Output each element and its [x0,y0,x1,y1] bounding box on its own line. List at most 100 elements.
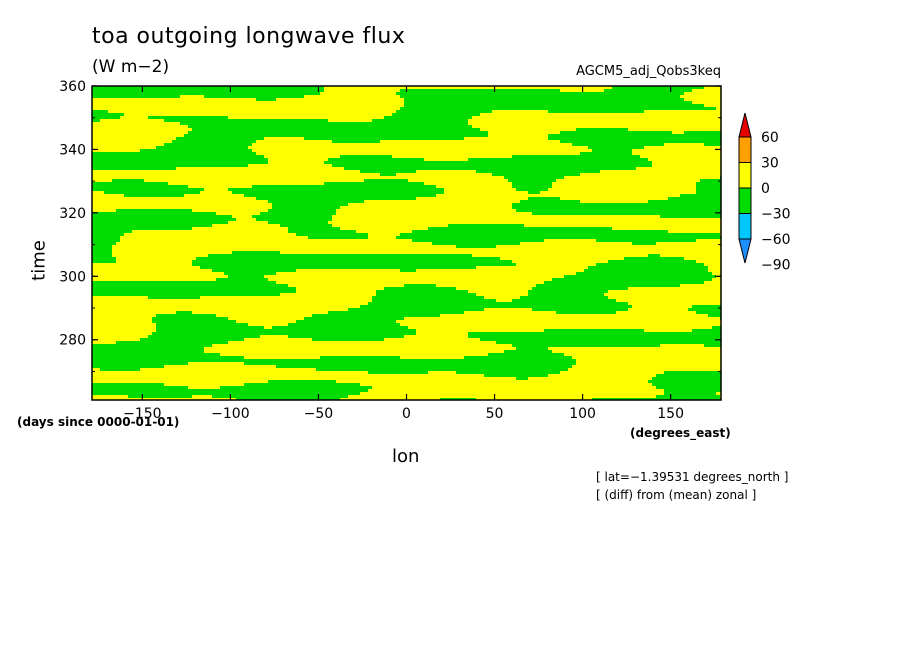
field-cell [236,398,340,400]
field-cell [92,218,236,221]
field-cell [528,293,604,296]
field-cell [520,200,580,203]
field-cell [404,101,692,104]
field-cell [92,119,100,122]
field-cell [272,203,348,206]
field-cell [156,146,248,149]
field-cell [372,299,496,302]
field-cell [304,317,404,320]
field-cell [588,146,644,149]
field-cell [156,314,216,317]
field-cell [188,131,488,134]
field-cell [140,149,252,152]
field-cell [576,272,712,275]
x-axis-label: lon [392,446,420,467]
field-cell [400,89,560,92]
field-cell [368,371,428,374]
x-tick-label: −50 [304,406,334,422]
field-cell [532,212,721,215]
field-cell [184,134,488,137]
chart-title: toa outgoing longwave flux [92,24,406,49]
field-cell [656,395,720,398]
field-cell [92,185,188,188]
field-cell [232,191,444,194]
field-cell [288,335,404,338]
field-cell [312,338,384,341]
field-cell [376,290,468,293]
field-cell [332,164,652,167]
field-cell [92,215,232,218]
field-cell [696,185,721,188]
field-cell [92,257,116,260]
field-cell [592,398,721,400]
field-cell [412,230,668,233]
field-cell [156,329,416,332]
field-cell [268,200,364,203]
field-cell [348,308,484,311]
field-cell [376,293,476,296]
field-cell [652,383,721,386]
field-cell [232,251,280,254]
field-cell [92,227,192,230]
field-cell [508,179,556,182]
field-cell [112,179,144,182]
field-cell [560,140,721,143]
field-cell [228,188,444,191]
field-cell [528,191,540,194]
field-cell [124,194,184,197]
field-cell [428,227,612,230]
field-cell [504,350,552,353]
field-cell [704,344,721,347]
run-label: AGCM5_adj_Qobs3keq [576,64,721,79]
field-cell [372,119,468,122]
field-cell [192,260,512,263]
field-cell [92,362,188,365]
field-cell [412,239,544,242]
field-cell [548,137,721,140]
field-cell [648,254,660,257]
field-cell [360,170,416,173]
field-cell [92,155,264,158]
field-cell [400,107,716,110]
field-cell [512,203,721,206]
field-cell [200,266,476,269]
field-cell [492,173,580,176]
field-cell [516,377,528,380]
colorbar-box [738,213,752,240]
x-tick-label: 100 [569,406,596,422]
field-cell [92,161,268,164]
field-cell [104,191,200,194]
field-cell [296,233,368,236]
y-tick-label: 320 [59,206,86,222]
colorbar-label: −30 [761,207,791,223]
field-cell [260,212,336,215]
field-cell [316,368,568,371]
field-cell [664,392,716,395]
field-cell [448,224,524,227]
field-cell [196,257,500,260]
field-cell [228,275,264,278]
field-cell [468,335,721,338]
field-cell [536,284,680,287]
field-cell [92,347,204,350]
x-tick-label: 150 [657,406,684,422]
field-cell [664,371,721,374]
field-cell [488,353,564,356]
field-cell [92,92,320,95]
field-cell [632,242,656,245]
field-cell [92,350,204,353]
field-cell [92,392,360,395]
x-tick-label: −100 [211,406,249,422]
field-cell [92,230,132,233]
field-cell [192,263,516,266]
field-cell [148,335,260,338]
field-cell [212,269,296,272]
field-cell [324,182,424,185]
field-cell [92,89,324,92]
field-cell [92,254,112,257]
field-cell [92,164,248,167]
field-cell [384,116,472,119]
field-cell [464,356,572,359]
field-cell [244,194,436,197]
field-cell [392,113,480,116]
